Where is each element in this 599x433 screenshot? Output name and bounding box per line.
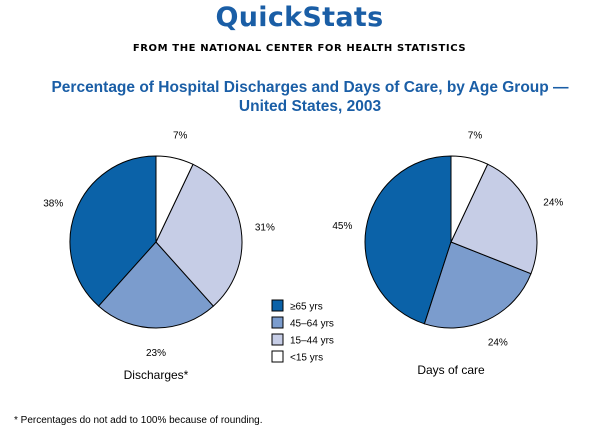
- source-subheading: FROM THE NATIONAL CENTER FOR HEALTH STAT…: [132, 43, 467, 54]
- legend-swatch: [271, 333, 284, 346]
- chart-title-line-2: United States, 2003: [238, 98, 382, 115]
- pie-slice-label: 45%: [332, 221, 352, 232]
- pie-slice-label: 24%: [543, 198, 563, 209]
- pie-slice-15-44-yrs: [450, 163, 538, 275]
- chart-title: Percentage of Hospital Discharges and Da…: [20, 78, 599, 116]
- quickstats-brand: QuickStats: [215, 2, 384, 33]
- chart-title-line-1: Percentage of Hospital Discharges and Da…: [51, 79, 569, 96]
- pie-chart-1: 38% 23% 31% 7% Discharges*: [43, 131, 275, 382]
- pie-chart-2: 45% 24% 24% 7% Days of care: [332, 131, 563, 377]
- pie-slice--15-yrs: [450, 155, 489, 243]
- pie-slice--65-yrs: [69, 155, 157, 307]
- legend: ≥65 yrs 45–64 yrs 15–44 yrs <15 yrs: [271, 299, 334, 364]
- legend-swatch: [271, 299, 284, 312]
- pie-slice-label: 7%: [173, 131, 188, 142]
- pie-slice-label: 24%: [488, 338, 508, 349]
- legend-label: 45–64 yrs: [290, 319, 334, 330]
- pie-slice-label: 38%: [43, 199, 63, 210]
- pie-slice--65-yrs: [364, 155, 452, 325]
- legend-label: ≥65 yrs: [290, 302, 323, 313]
- legend-label: 15–44 yrs: [290, 336, 334, 347]
- pie-chart-title: Days of care: [417, 363, 485, 377]
- pie-slice-45-64-yrs: [97, 241, 215, 329]
- pie-slice--15-yrs: [155, 155, 194, 243]
- pie-slice-label: 31%: [255, 222, 275, 233]
- legend-swatch: [271, 350, 284, 363]
- footnote: * Percentages do not add to 100% because…: [14, 415, 263, 426]
- legend-label: <15 yrs: [290, 353, 323, 364]
- legend-swatch: [271, 316, 284, 329]
- pie-chart-title: Discharges*: [124, 368, 189, 382]
- pie-slice-label: 7%: [468, 131, 483, 142]
- pie-slice-label: 23%: [146, 348, 166, 359]
- pie-slice-15-44-yrs: [155, 163, 243, 307]
